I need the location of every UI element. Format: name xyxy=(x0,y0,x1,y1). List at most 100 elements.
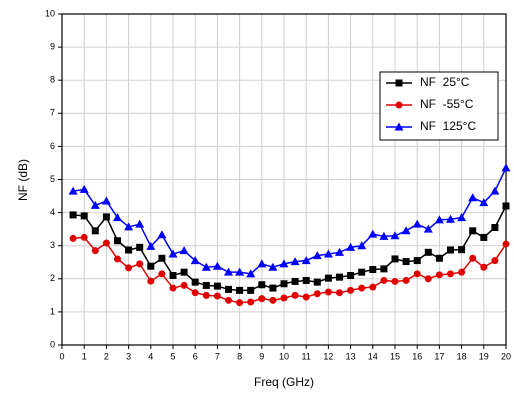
data-point xyxy=(212,261,222,270)
data-point xyxy=(447,270,454,278)
data-point xyxy=(379,231,389,240)
data-point xyxy=(280,280,288,288)
x-tick-label: 7 xyxy=(215,351,220,361)
data-point xyxy=(401,226,411,235)
data-point xyxy=(136,260,144,268)
series-line xyxy=(73,205,507,292)
data-point xyxy=(380,265,388,273)
data-point xyxy=(290,257,300,266)
data-point xyxy=(468,193,478,202)
data-point xyxy=(180,268,188,276)
legend-marker xyxy=(395,101,403,109)
y-tick-label: 6 xyxy=(50,141,55,151)
data-point xyxy=(357,241,367,250)
data-point xyxy=(280,294,288,302)
data-point xyxy=(124,222,134,231)
data-point xyxy=(479,198,489,207)
data-point xyxy=(146,241,156,250)
data-point xyxy=(191,289,199,297)
data-point xyxy=(358,284,366,292)
data-point xyxy=(501,163,511,172)
x-axis-label: Freq (GHz) xyxy=(254,375,314,389)
data-point xyxy=(446,214,455,223)
data-point xyxy=(125,264,133,272)
data-point xyxy=(101,196,111,205)
data-point xyxy=(157,230,167,239)
data-point xyxy=(69,211,77,219)
data-point xyxy=(424,275,432,283)
data-point xyxy=(236,299,244,307)
data-point xyxy=(302,293,310,301)
x-tick-label: 11 xyxy=(302,351,311,361)
data-point xyxy=(114,237,121,245)
y-tick-label: 7 xyxy=(50,108,55,118)
data-point xyxy=(336,273,343,281)
data-point xyxy=(480,233,488,241)
data-point xyxy=(279,259,289,268)
data-point xyxy=(391,277,399,285)
data-point xyxy=(80,233,88,241)
x-tick-label: 12 xyxy=(323,351,333,361)
x-tick-label: 15 xyxy=(390,351,400,361)
x-tick-label: 20 xyxy=(501,351,511,361)
y-tick-label: 2 xyxy=(50,273,55,283)
data-point xyxy=(369,283,377,291)
y-tick-label: 3 xyxy=(50,240,55,250)
data-point xyxy=(180,281,188,289)
x-tick-label: 9 xyxy=(259,351,264,361)
x-tick-label: 14 xyxy=(368,351,378,361)
data-point xyxy=(68,186,78,195)
data-point xyxy=(390,231,400,240)
x-tick-label: 2 xyxy=(104,351,109,361)
data-point xyxy=(413,270,421,278)
data-point xyxy=(258,295,266,303)
series-line xyxy=(72,167,507,275)
y-tick-label: 1 xyxy=(50,306,55,316)
data-point xyxy=(380,276,388,284)
data-point xyxy=(269,296,277,304)
data-point xyxy=(435,254,443,262)
data-point xyxy=(168,249,178,258)
data-point xyxy=(291,277,299,285)
data-point xyxy=(346,242,356,251)
data-point xyxy=(313,290,321,298)
data-point xyxy=(435,271,443,279)
data-point xyxy=(402,258,410,266)
data-point xyxy=(347,286,355,294)
data-point xyxy=(323,249,333,258)
y-tick-label: 8 xyxy=(50,75,55,85)
legend-label: NF 25°C xyxy=(420,75,470,89)
legend-label: NF 125°C xyxy=(420,119,476,133)
data-point xyxy=(90,200,100,209)
data-point xyxy=(291,291,299,299)
data-point xyxy=(458,246,466,254)
data-point xyxy=(502,240,510,248)
data-point xyxy=(91,247,99,255)
x-tick-label: 18 xyxy=(457,351,467,361)
series-line xyxy=(73,236,507,304)
data-point xyxy=(324,274,332,282)
data-point xyxy=(235,267,245,276)
data-point xyxy=(434,215,444,224)
data-point xyxy=(225,285,232,293)
data-point xyxy=(246,269,256,278)
plot-frame xyxy=(61,13,507,346)
x-tick-label: 16 xyxy=(412,351,422,361)
legend-marker xyxy=(395,79,403,87)
data-point xyxy=(258,281,266,289)
data-point xyxy=(312,251,322,260)
data-point xyxy=(469,254,477,262)
data-point xyxy=(347,271,355,279)
data-point xyxy=(80,212,88,220)
y-tick-label: 5 xyxy=(50,174,55,184)
data-point xyxy=(402,276,410,284)
x-tick-label: 10 xyxy=(279,351,289,361)
x-tick-label: 3 xyxy=(126,351,131,361)
data-point xyxy=(458,268,466,276)
data-point xyxy=(79,184,89,193)
data-point xyxy=(169,284,177,292)
data-point xyxy=(158,270,166,278)
data-point xyxy=(502,202,510,210)
y-tick-label: 10 xyxy=(45,8,55,18)
